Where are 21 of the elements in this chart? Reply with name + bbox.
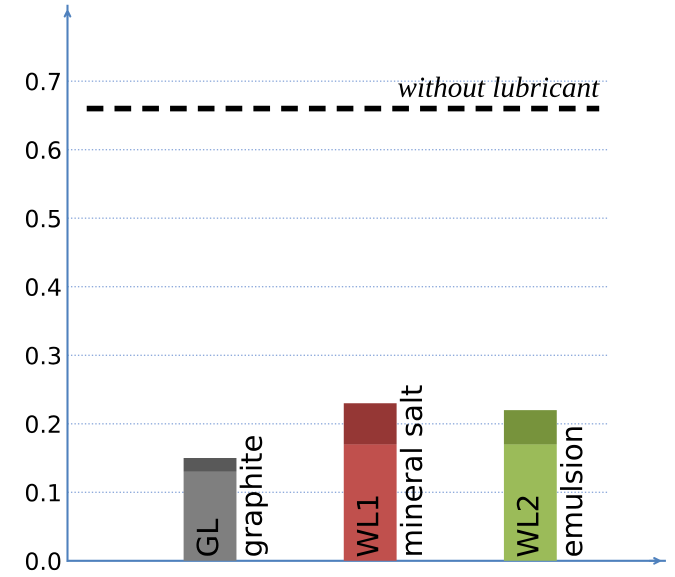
ref-line-label: without lubricant — [398, 76, 600, 98]
y-tick-label: 0.6 — [26, 141, 60, 159]
y-tick-label: 0.5 — [26, 210, 60, 228]
y-tick-label: 0.3 — [26, 346, 60, 365]
x-tick-label: WL1 — [356, 496, 378, 556]
y-tick-label: 0.1 — [26, 484, 60, 502]
bar — [504, 444, 557, 561]
y-tick-label: 0.4 — [26, 278, 61, 296]
bar — [504, 410, 557, 444]
bar — [184, 472, 236, 561]
x-tick-label: WL2 — [516, 496, 538, 556]
bar — [344, 403, 397, 444]
x-tick-label: GL — [196, 518, 218, 556]
bar — [344, 444, 397, 561]
y-tick-label: 0.0 — [26, 552, 60, 570]
annotation: mineral salt — [400, 385, 422, 555]
annotation: emulsion — [560, 427, 583, 556]
y-tick-label: 0.7 — [26, 72, 60, 90]
y-tick-label: 0.2 — [26, 415, 60, 434]
annotation: graphite — [240, 436, 268, 556]
bar — [184, 458, 236, 472]
